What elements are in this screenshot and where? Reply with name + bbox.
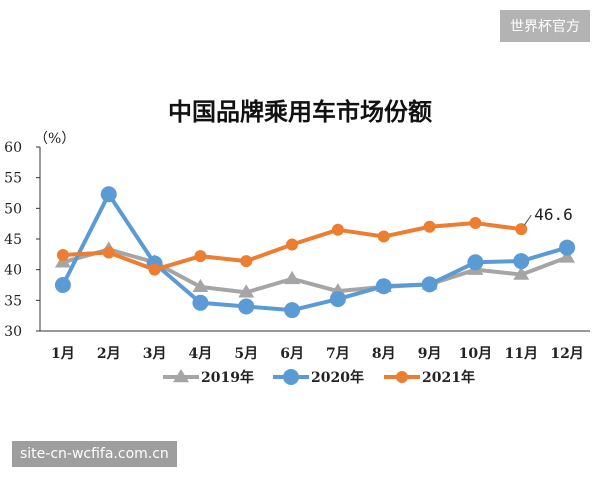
- annotation-leader: [523, 214, 532, 226]
- data-point: [100, 186, 117, 203]
- data-point: [238, 284, 255, 298]
- data-label: 46.6: [534, 205, 573, 224]
- x-tick-label: 8月: [372, 346, 396, 362]
- legend-marker: [283, 369, 299, 385]
- data-point: [102, 246, 115, 259]
- x-tick-label: 11月: [505, 346, 538, 362]
- data-point: [515, 223, 528, 236]
- site-watermark: site-cn-wcfifa.com.cn: [12, 441, 177, 467]
- legend-label: 2021年: [422, 369, 475, 386]
- series-line: [61, 192, 568, 313]
- y-tick-label: 35: [4, 293, 22, 309]
- chart-title: 中国品牌乘用车市场份额: [168, 97, 432, 126]
- series-line: [62, 247, 568, 295]
- x-tick-label: 4月: [189, 346, 213, 362]
- x-tick-label: 7月: [326, 346, 350, 362]
- data-point: [56, 248, 69, 261]
- x-tick-label: 1月: [51, 346, 75, 362]
- legend-label: 2020年: [311, 369, 364, 386]
- data-point: [559, 249, 576, 263]
- data-point: [192, 294, 209, 311]
- data-point: [284, 302, 301, 319]
- y-tick-label: 40: [4, 263, 22, 279]
- data-point: [192, 278, 209, 293]
- data-point: [284, 270, 301, 285]
- data-point: [148, 263, 161, 276]
- legend-marker: [173, 369, 189, 383]
- data-point: [286, 238, 299, 251]
- y-tick-label: 30: [4, 324, 22, 340]
- y-tick-label: 60: [4, 140, 22, 156]
- data-point: [513, 266, 530, 280]
- data-point: [375, 278, 392, 295]
- legend-marker: [396, 371, 408, 383]
- data-point: [423, 220, 436, 233]
- data-point: [331, 223, 344, 236]
- data-point: [377, 230, 390, 243]
- x-tick-label: 9月: [418, 346, 442, 362]
- y-unit-label: （%）: [34, 131, 75, 147]
- x-tick-label: 2月: [97, 346, 121, 362]
- data-point: [421, 276, 438, 293]
- data-point: [467, 254, 484, 271]
- data-point: [54, 277, 71, 293]
- data-point: [329, 291, 346, 308]
- x-tick-label: 6月: [280, 346, 304, 362]
- x-tick-label: 10月: [459, 346, 492, 362]
- data-point: [559, 239, 576, 256]
- data-point: [513, 253, 530, 270]
- legend-label: 2019年: [201, 369, 254, 386]
- y-tick-label: 50: [4, 201, 22, 217]
- x-tick-label: 12月: [550, 346, 583, 362]
- watermark-tag: 世界杯官方: [500, 10, 590, 42]
- data-point: [240, 255, 253, 268]
- y-tick-label: 55: [4, 171, 22, 187]
- y-tick-label: 45: [4, 232, 22, 248]
- data-point: [238, 298, 255, 315]
- x-tick-label: 5月: [234, 346, 258, 362]
- x-tick-label: 3月: [143, 346, 167, 362]
- data-point: [469, 217, 482, 230]
- data-point: [194, 250, 207, 263]
